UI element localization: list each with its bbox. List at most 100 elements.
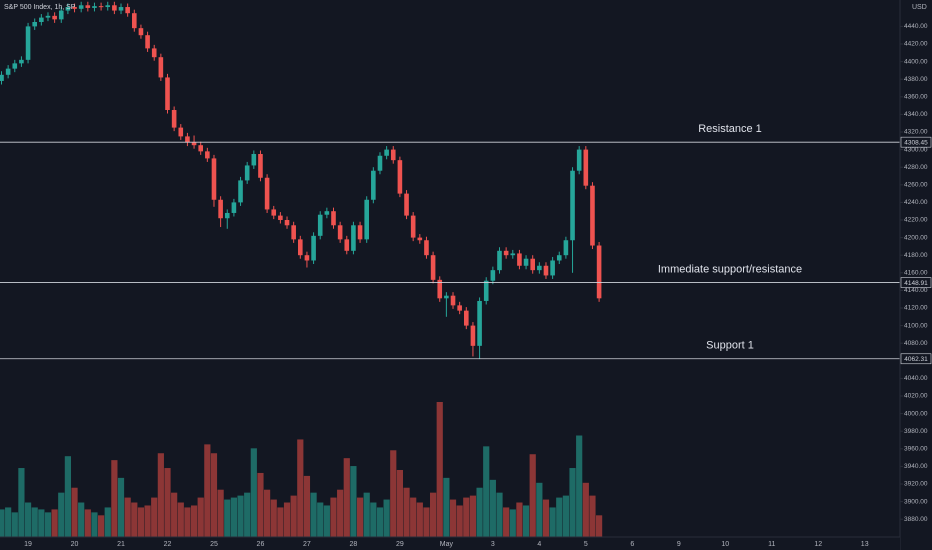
y-tick-label: 4320.00	[904, 129, 928, 136]
candle-body	[317, 214, 323, 236]
candle-body	[537, 265, 542, 271]
volume-bar	[38, 509, 45, 537]
volume-bar	[250, 448, 257, 537]
candle-body	[377, 155, 383, 171]
volume-bar	[396, 469, 403, 537]
level-price-label: 4062.31	[904, 356, 928, 363]
volume-layer	[0, 402, 603, 537]
volume-bar	[18, 468, 25, 537]
level-annotation: Resistance 1	[698, 123, 762, 135]
volume-bar	[582, 482, 589, 537]
candle-body	[145, 35, 150, 49]
y-tick-label: 4400.00	[904, 58, 928, 65]
volume-bar	[370, 502, 377, 537]
x-tick-label: 13	[861, 541, 869, 548]
candle-body	[0, 74, 4, 81]
candle-body	[251, 154, 257, 166]
volume-bar	[84, 509, 91, 537]
price-axis	[900, 0, 932, 550]
candle-body	[158, 57, 164, 78]
volume-bar	[98, 515, 105, 537]
x-tick-label: 20	[71, 541, 79, 548]
y-tick-label: 4220.00	[904, 217, 928, 224]
time-axis	[0, 537, 900, 550]
y-tick-label: 4160.00	[904, 270, 928, 277]
volume-bar	[496, 492, 503, 537]
volume-bar	[11, 512, 18, 537]
volume-bar	[503, 507, 510, 537]
y-tick-label: 4180.00	[904, 252, 928, 259]
candle-body	[271, 209, 277, 216]
candle-body	[39, 17, 44, 22]
candle-body	[510, 253, 516, 256]
volume-bar	[157, 453, 164, 537]
volume-bar	[277, 507, 284, 537]
candle-body	[132, 13, 137, 29]
volume-bar	[489, 479, 496, 537]
volume-bar	[117, 477, 125, 537]
volume-bar	[217, 489, 224, 537]
candle-body	[311, 235, 316, 261]
candle-body	[304, 255, 310, 261]
volume-bar	[430, 492, 437, 537]
candle-body	[105, 5, 111, 8]
candle-body	[191, 142, 197, 146]
volume-bar	[317, 502, 324, 537]
axis-layer: 3880.00 3900.00 3920.00 3940.00 3960.00 3980.…	[24, 23, 932, 548]
level-price-label: 4308.45	[904, 139, 928, 146]
volume-bar	[290, 495, 297, 537]
volume-bar	[310, 492, 317, 537]
y-tick-label: 4380.00	[904, 76, 928, 83]
x-tick-label: 6	[630, 541, 634, 548]
candle-body	[244, 165, 250, 181]
x-tick-label: 27	[303, 541, 311, 548]
volume-bar	[224, 499, 231, 537]
candle-body	[58, 10, 64, 20]
candle-body	[65, 7, 71, 11]
volume-bar	[270, 499, 277, 537]
candle-body	[576, 149, 582, 171]
volume-bar	[31, 507, 38, 537]
volume-bar	[403, 487, 410, 537]
candle-body	[477, 300, 482, 346]
volume-bar	[257, 472, 264, 537]
y-tick-label: 4340.00	[904, 111, 928, 118]
candle-body	[410, 215, 416, 238]
volume-bar	[111, 460, 118, 537]
y-tick-label: 4120.00	[904, 305, 928, 312]
candle-body	[72, 7, 77, 9]
volume-bar	[423, 507, 430, 537]
volume-bar	[476, 487, 483, 537]
candle-body	[417, 237, 423, 241]
volume-bar	[131, 502, 138, 537]
x-tick-label: 29	[396, 541, 404, 548]
candle-body	[264, 177, 270, 210]
volume-bar	[190, 505, 198, 537]
candle-body	[98, 6, 104, 8]
volume-bar	[78, 502, 85, 537]
candle-body	[563, 240, 569, 256]
volume-bar	[64, 456, 71, 537]
volume-bar	[569, 468, 576, 537]
volume-bar	[410, 497, 417, 537]
volume-bar	[184, 507, 191, 537]
volume-bar	[144, 505, 151, 537]
y-tick-label: 3880.00	[904, 516, 928, 523]
volume-bar	[104, 507, 111, 537]
volume-bar	[177, 502, 184, 537]
x-tick-label: 12	[814, 541, 822, 548]
y-tick-label: 4020.00	[904, 393, 928, 400]
y-tick-label: 4440.00	[904, 23, 928, 30]
volume-bar	[436, 402, 443, 537]
candle-body	[364, 199, 369, 240]
candle-body	[404, 193, 409, 216]
volume-bar	[71, 487, 78, 537]
candle-body	[19, 59, 24, 64]
x-tick-label: 11	[768, 541, 775, 548]
candle-body	[430, 255, 436, 280]
volume-bar	[337, 489, 344, 537]
candle-body	[483, 280, 489, 301]
x-tick-label: 4	[537, 541, 541, 548]
x-tick-label: 26	[257, 541, 265, 548]
